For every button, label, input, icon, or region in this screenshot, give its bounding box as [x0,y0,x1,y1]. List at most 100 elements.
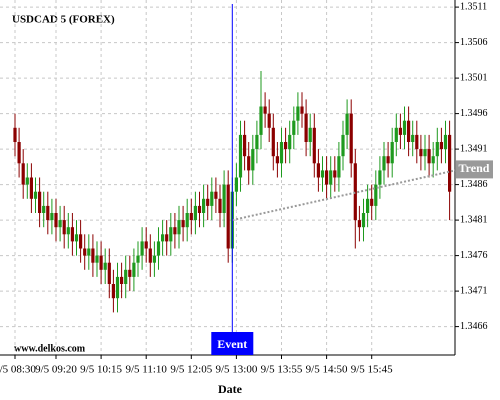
candle-body [292,120,296,135]
candle-body [173,227,177,235]
candle-body [243,134,247,157]
candle-body [95,255,99,263]
candle-body [345,113,349,135]
candle-body [259,106,263,135]
candle-body [87,248,91,256]
candle-body [202,198,206,213]
candle-body [333,170,337,178]
candle-body [128,269,132,277]
y-tick-label: 1.3501 [460,72,488,83]
candle-body [185,213,189,228]
y-tick-label: 1.3496 [460,108,488,119]
candle-body [419,149,423,157]
candle-body [46,205,50,221]
candle-body [38,191,42,213]
x-tick-label: 9/5 08:30 [0,364,36,376]
candle-body [136,255,140,263]
candle-body [206,198,210,206]
candle-body [74,234,79,242]
candle-body [263,106,267,114]
y-tick-label: 1.3466 [460,321,488,332]
candle-body [21,163,25,185]
candle-body [140,241,144,256]
candle-body [120,276,124,284]
candle-body [284,142,288,150]
x-tick-label: 9/5 15:45 [351,364,393,376]
x-tick-label: 9/5 12:05 [170,364,212,376]
candle-body [423,149,427,157]
candle-body [144,241,148,249]
candle-body [83,248,87,256]
candle-body [33,191,38,199]
candle-body [267,113,271,128]
candle-body [411,134,415,142]
chart-title: USDCAD 5 (FOREX) [12,14,115,26]
candle-body [325,170,329,185]
candle-body [304,113,308,142]
x-tick-label: 9/5 14:50 [306,364,348,376]
candle-body [402,120,407,135]
candle-body [169,227,173,242]
candle-body [386,156,390,164]
candle-body [91,248,95,263]
candle-body [415,134,419,150]
candle-body [210,191,214,206]
candle-body [378,170,382,185]
candle-body [165,234,169,242]
candle-body [70,227,74,242]
watermark: www.delkos.com [14,343,86,354]
candle-body [435,142,439,157]
candle-body [156,241,161,256]
candle-body [177,220,181,235]
candle-body [353,163,357,221]
candle-body [288,134,292,150]
candle-body [189,213,193,221]
candle-body [197,205,202,213]
candle-body [115,276,120,299]
candle-body [271,127,275,157]
candle-body [247,156,251,171]
candle-body [320,170,325,178]
candle-body [337,156,341,178]
candle-body [218,198,222,213]
y-tick-label: 1.3481 [460,214,488,225]
candle-body [107,262,111,284]
candle-body [148,248,152,263]
candle-body [124,269,128,284]
candle-body [103,262,107,270]
candle-body [300,106,304,114]
y-tick-label: 1.3486 [460,179,488,190]
candle-body [238,134,243,178]
candle-body [79,234,83,249]
y-tick-label: 1.3476 [460,250,488,261]
candle-body [366,198,370,213]
candle-body [54,213,58,228]
candle-body [214,191,218,199]
candle-body [448,134,452,192]
candle-body [17,142,21,164]
candle-body [111,284,115,299]
candle-body [50,213,54,221]
x-tick-label: 9/5 13:55 [261,364,303,376]
candle-body [341,134,345,157]
candle-body [66,227,70,235]
candle-body [349,113,353,164]
candle-body [357,220,361,228]
candle-body [431,156,435,164]
candle-body [42,205,46,213]
trend-label: Trend [459,161,490,175]
candle-body [329,170,333,185]
candle-body [361,213,366,228]
event-label-box [211,332,254,355]
candle-body [25,177,29,185]
candle-body [394,127,398,142]
candle-body [99,255,103,270]
x-tick-label: 9/5 09:20 [35,364,77,376]
y-tick-label: 1.3511 [460,1,487,12]
x-axis-title: Date [218,382,243,396]
candle-body [443,134,448,150]
candle-body [58,220,62,228]
candle-body [251,149,255,171]
x-tick-label: 9/5 11:10 [125,364,167,376]
